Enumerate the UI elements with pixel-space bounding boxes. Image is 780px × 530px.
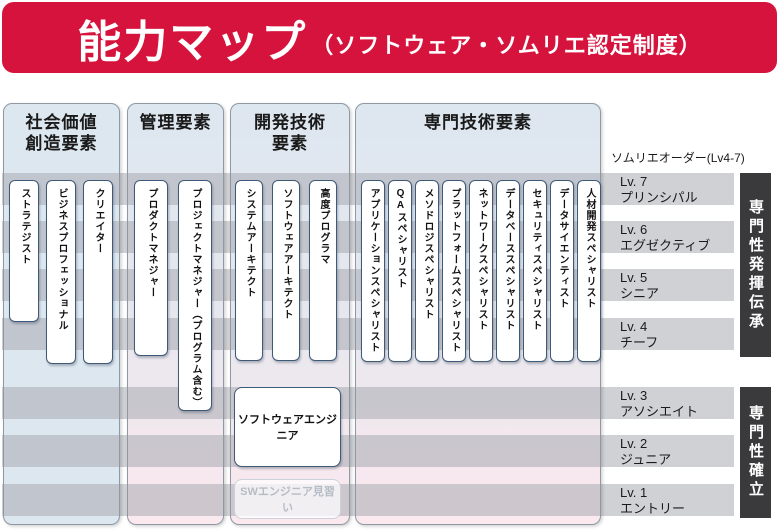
role-label: データベーススペシャリスト xyxy=(503,188,514,331)
role-label: ビジネスプロフェッショナル xyxy=(56,188,67,331)
level-label-4: Lv. 4 チーフ xyxy=(620,319,658,351)
role-label: プラットフォームスペシャリスト xyxy=(449,188,460,353)
level-label-5: Lv. 5 シニア xyxy=(620,270,659,302)
role-box-creator: クリエイター xyxy=(83,180,113,364)
role-label: データサイエンティスト xyxy=(557,188,568,309)
role-label: セキュリティスペシャリスト xyxy=(530,188,541,331)
bar-label: 専門性確立 xyxy=(747,405,764,500)
role-box-system-architect: システムアーキテクト xyxy=(235,180,263,361)
title-banner: 能力マップ （ソフトウェア・ソムリエ認定制度） xyxy=(2,2,777,73)
role-box-advanced-programmer: 高度プログラマ xyxy=(309,180,337,361)
map-subtitle: （ソフトウェア・ソムリエ認定制度） xyxy=(311,32,702,58)
level-name: エントリー xyxy=(620,501,686,516)
bar-label: 専門性発揮伝承 xyxy=(747,198,764,332)
level-name: アソシエイト xyxy=(620,404,699,419)
role-box-database-specialist: データベーススペシャリスト xyxy=(496,180,520,362)
role-box-project-manager: プロジェクトマネジャー（プログラム含む） xyxy=(178,180,212,411)
level-name: プリンシパル xyxy=(620,190,698,205)
role-box-network-specialist: ネットワークスペシャリスト xyxy=(469,180,493,362)
role-label: ネットワークスペシャリスト xyxy=(476,188,487,331)
role-box-business-professional: ビジネスプロフェッショナル xyxy=(46,180,76,364)
bar-expertise-demonstration: 専門性発揮伝承 xyxy=(740,173,771,357)
level-number: Lv. 5 xyxy=(620,270,648,285)
role-box-product-manager: プロダクトマネジャー xyxy=(134,180,168,356)
role-label: 高度プログラマ xyxy=(318,188,329,265)
level-name: シニア xyxy=(620,286,660,301)
column-header-line: 管理要素 xyxy=(139,113,212,132)
role-box-software-architect: ソフトウェアアーキテクト xyxy=(272,180,300,361)
role-label: 人材開発スペシャリスト xyxy=(584,188,595,309)
level-number: Lv. 2 xyxy=(620,436,648,451)
column-header-management: 管理要素 xyxy=(127,103,224,133)
role-label: QAスペシャリスト xyxy=(395,188,406,289)
column-header-line: 専門技術要素 xyxy=(424,113,532,132)
role-box-qa-specialist: QAスペシャリスト xyxy=(388,180,412,362)
level-label-2: Lv. 2 ジュニア xyxy=(620,436,671,468)
role-box-hr-development-specialist: 人材開発スペシャリスト xyxy=(577,180,601,362)
role-label: SWエンジニア見習い xyxy=(240,486,335,514)
role-label: メソドロジスペシャリスト xyxy=(422,188,433,320)
level-number: Lv. 4 xyxy=(620,319,648,334)
level-number: Lv. 7 xyxy=(620,174,648,189)
role-box-sw-engineer-trainee: SWエンジニア見習い xyxy=(234,479,341,519)
role-label: プロダクトマネジャー xyxy=(146,188,157,298)
level-name: ジュニア xyxy=(620,452,672,467)
level-number: Lv. 1 xyxy=(620,485,648,500)
role-box-application-specialist: アプリケーションスペシャリスト xyxy=(361,180,385,362)
role-label: ソフトウェアエンジニア xyxy=(238,414,337,442)
level-label-3: Lv. 3 アソシエイト xyxy=(620,388,698,420)
role-box-methodology-specialist: メソドロジスペシャリスト xyxy=(415,180,439,362)
bar-expertise-establishment: 専門性確立 xyxy=(740,387,771,518)
role-label: ストラテジスト xyxy=(19,188,30,265)
level-stripe xyxy=(2,387,734,419)
level-name: エグゼクティブ xyxy=(620,238,711,253)
level-label-6: Lv. 6 エグゼクティブ xyxy=(620,222,710,254)
column-header-specialist: 専門技術要素 xyxy=(355,103,601,133)
level-stripe xyxy=(2,435,734,467)
map-title: 能力マップ xyxy=(77,17,308,67)
level-label-1: Lv. 1 エントリー xyxy=(620,485,685,517)
role-box-security-specialist: セキュリティスペシャリスト xyxy=(523,180,547,362)
level-label-7: Lv. 7 プリンシパル xyxy=(620,174,698,206)
role-label: プロジェクトマネジャー（プログラム含む） xyxy=(190,188,201,408)
level-number: Lv. 6 xyxy=(620,222,648,237)
role-box-strategist: ストラテジスト xyxy=(9,180,39,322)
column-header-line: 開発技術 xyxy=(254,113,326,132)
role-label: アプリケーションスペシャリスト xyxy=(368,188,379,353)
level-number: Lv. 3 xyxy=(620,388,648,403)
role-box-data-scientist: データサイエンティスト xyxy=(550,180,574,362)
column-header-social-value: 社会価値 創造要素 xyxy=(3,103,120,154)
role-box-platform-specialist: プラットフォームスペシャリスト xyxy=(442,180,466,362)
role-label: ソフトウェアアーキテクト xyxy=(281,188,292,320)
sommelier-order-label: ソムリエオーダー(Lv4-7) xyxy=(611,151,745,165)
level-stripe xyxy=(2,484,734,516)
level-name: チーフ xyxy=(620,335,659,350)
column-header-line: 社会価値 xyxy=(25,113,98,132)
role-label: クリエイター xyxy=(93,188,104,254)
role-label: システムアーキテクト xyxy=(244,188,255,298)
column-header-line: 要素 xyxy=(272,134,308,153)
column-header-line: 創造要素 xyxy=(25,134,98,153)
column-header-dev-tech: 開発技術 要素 xyxy=(230,103,350,154)
role-box-software-engineer: ソフトウェアエンジニア xyxy=(234,387,341,467)
